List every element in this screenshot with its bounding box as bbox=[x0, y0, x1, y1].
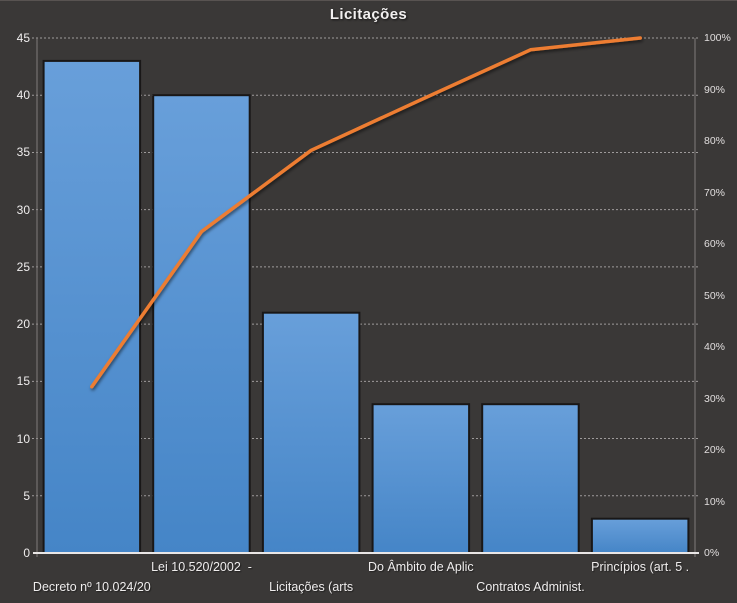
category-label: Contratos Administ. bbox=[476, 580, 585, 594]
right-axis-tick-label: 100% bbox=[704, 32, 731, 44]
category-label: Decreto nº 10.024/20 bbox=[32, 580, 151, 594]
cumulative-line-path bbox=[90, 36, 642, 389]
left-axis-tick-label: 30 bbox=[16, 202, 30, 217]
bar bbox=[590, 517, 690, 555]
left-axis-tick-label: 15 bbox=[16, 374, 30, 389]
left-axis-tick-label: 40 bbox=[16, 88, 30, 103]
gridlines bbox=[32, 37, 700, 497]
category-label: Lei 10.520/2002 - bbox=[151, 560, 252, 574]
bar bbox=[42, 59, 142, 555]
left-axis-tick-label: 45 bbox=[16, 31, 30, 45]
bar bbox=[152, 94, 251, 554]
left-axis-tick-label: 0 bbox=[23, 546, 30, 560]
left-axis-tick-label: 10 bbox=[16, 431, 30, 446]
right-axis-tick-label: 0% bbox=[704, 547, 720, 559]
chart-title: Licitações bbox=[329, 6, 408, 23]
cumulative-line bbox=[90, 36, 642, 389]
bars bbox=[42, 59, 690, 555]
bar bbox=[481, 403, 580, 555]
right-axis-tick-label: 40% bbox=[704, 341, 726, 353]
right-axis-tick-label: 70% bbox=[704, 186, 726, 199]
left-axis-tick-label: 25 bbox=[16, 259, 30, 274]
bar bbox=[371, 403, 471, 555]
left-axis-tick-label: 35 bbox=[16, 145, 30, 160]
right-axis-tick-label: 30% bbox=[704, 392, 726, 405]
left-axis-tick-label: 20 bbox=[16, 317, 30, 332]
left-axis-tick-label: 5 bbox=[23, 488, 30, 503]
right-axis-tick-label: 90% bbox=[704, 83, 726, 96]
right-axis-tick-label: 50% bbox=[704, 289, 726, 302]
axes bbox=[33, 38, 699, 557]
right-axis-tick-label: 20% bbox=[704, 444, 726, 456]
category-label: Licitações (arts bbox=[269, 580, 354, 594]
right-axis-tick-label: 80% bbox=[704, 135, 726, 147]
right-axis-tick-label: 10% bbox=[704, 495, 726, 508]
category-label: Princípios (art. 5 . bbox=[591, 560, 690, 574]
category-label: Do Âmbito de Aplic bbox=[368, 560, 474, 574]
right-axis-tick-label: 60% bbox=[704, 238, 726, 250]
bar bbox=[261, 311, 361, 555]
